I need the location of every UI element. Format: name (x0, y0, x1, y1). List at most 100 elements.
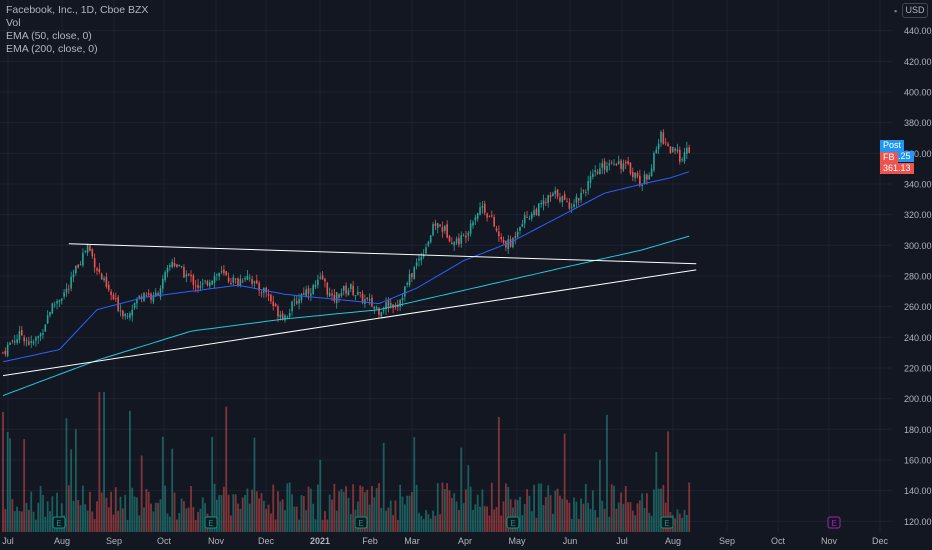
volume-bar (326, 519, 329, 532)
legend-ema-200[interactable]: EMA (200, close, 0) (6, 43, 98, 55)
volume-bar (549, 495, 552, 532)
candle-body (321, 275, 324, 280)
candle-body (521, 223, 524, 227)
candle-body (171, 261, 173, 268)
candle-body (260, 292, 263, 294)
candle-body (688, 147, 690, 153)
volume-bar (425, 510, 427, 532)
volume-bar (406, 495, 409, 532)
candle-body (23, 337, 25, 342)
volume-bar (136, 497, 138, 532)
volume-bars (2, 392, 691, 532)
candle-body (209, 282, 211, 287)
candle-body (241, 280, 244, 282)
volume-bar (537, 483, 540, 532)
candle-body (512, 238, 514, 248)
candle-body (129, 313, 131, 318)
volume-bar (255, 491, 258, 532)
candle-body (643, 174, 646, 184)
volume-bar (591, 490, 594, 532)
volume-bar (643, 508, 646, 532)
trendlines[interactable] (2, 243, 697, 377)
legend-title[interactable]: Facebook, Inc., 1D, Cboe BZX (6, 4, 149, 16)
y-tick-label: 180.00 (904, 425, 932, 435)
volume-bar (467, 465, 470, 532)
candle-body (575, 196, 578, 203)
volume-bar (110, 491, 112, 532)
volume-bar (143, 507, 145, 532)
y-tick-label: 320.00 (904, 210, 932, 220)
candle-body (359, 291, 361, 293)
volume-bar (230, 515, 232, 532)
candle-body (554, 190, 557, 194)
candle-body (93, 257, 96, 268)
volume-bar (392, 515, 394, 532)
volume-bar (119, 496, 122, 532)
volume-bar (385, 510, 387, 532)
volume-bar (13, 511, 16, 532)
candle-body (342, 286, 345, 291)
candle-body (126, 315, 129, 317)
volume-bar (636, 503, 639, 532)
volume-bar (20, 511, 23, 532)
volume-bar (624, 486, 627, 532)
candle-body (272, 301, 275, 307)
volume-bar (432, 510, 434, 532)
candle-body (563, 194, 566, 200)
volume-bar (309, 488, 312, 532)
volume-bar (295, 506, 298, 532)
time-axis[interactable]: Jul Aug Sep Oct Nov Dec 2021 Feb Mar Apr May Jun Jul… (2, 536, 888, 546)
volume-bar (72, 500, 75, 532)
volume-bar (399, 484, 402, 532)
candle-body (295, 301, 298, 304)
candle-body (479, 207, 481, 215)
volume-bar (474, 504, 477, 532)
volume-bar (168, 516, 171, 532)
candle-body (498, 231, 500, 237)
volume-bar (516, 500, 519, 532)
candle-body (549, 195, 552, 198)
y-tick-label: 280.00 (904, 271, 932, 281)
candle-body (173, 263, 176, 267)
volume-bar (288, 482, 291, 532)
candle-body (110, 291, 112, 296)
candle-body (65, 288, 68, 293)
candle-body (676, 149, 679, 152)
volume-bar (448, 490, 451, 532)
volume-bar (37, 502, 40, 532)
candle-body (603, 161, 606, 170)
candle-body (324, 278, 326, 282)
legend-ema-50[interactable]: EMA (50, close, 0) (6, 30, 92, 42)
volume-bar (483, 506, 486, 532)
volume-bar (96, 501, 98, 532)
candle-body (632, 172, 634, 177)
candle-body (213, 275, 216, 283)
x-tick-label: Sep (106, 536, 122, 546)
candle-body (44, 324, 47, 332)
legend-volume[interactable]: Vol (6, 17, 21, 29)
y-tick-label: 120.00 (904, 517, 932, 527)
volume-bar (674, 518, 676, 532)
candle-body (639, 175, 641, 186)
volume-bar (183, 501, 185, 532)
volume-bar (70, 449, 73, 532)
volume-bar (171, 448, 174, 532)
candle-body (72, 274, 75, 278)
volume-bar (51, 496, 54, 532)
volume-bar (324, 511, 326, 532)
volume-bar (561, 498, 564, 532)
x-tick-label: Jun (563, 536, 578, 546)
volume-bar (253, 437, 256, 532)
candle-body (293, 299, 296, 301)
volume-bar (79, 505, 82, 532)
volume-bar (145, 488, 148, 532)
x-tick-label: Jul (2, 536, 14, 546)
price-axis[interactable]: 120.00 140.00 160.00 180.00 200.00 220.00 240.… (904, 26, 932, 527)
candle-body (491, 215, 493, 217)
candle-body (561, 196, 564, 203)
currency-unit-button[interactable]: ▪ USD (894, 3, 928, 18)
candles[interactable] (2, 129, 690, 358)
candle-body (401, 297, 404, 301)
